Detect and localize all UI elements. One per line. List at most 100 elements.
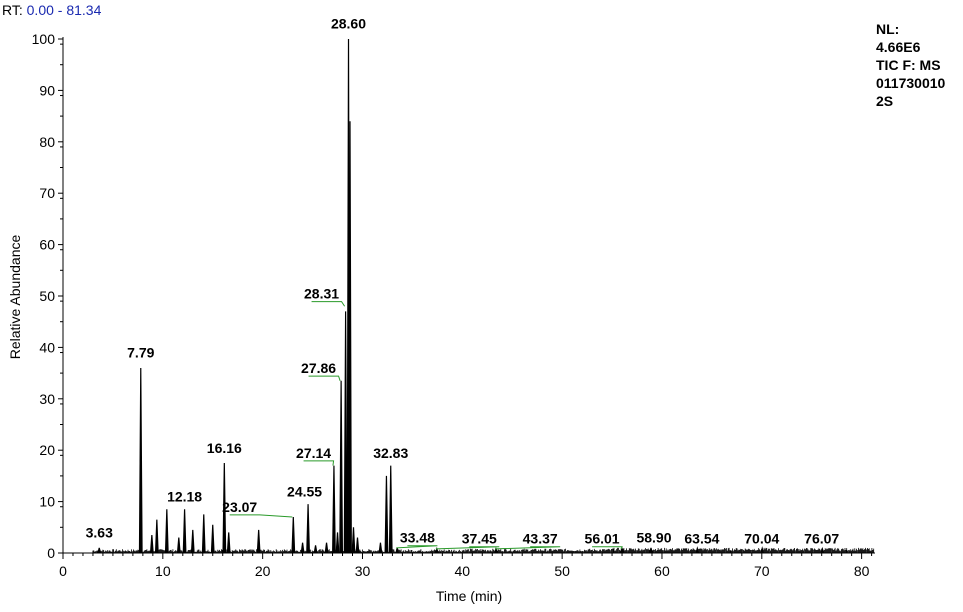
peak-label: 28.31	[304, 286, 339, 302]
peak	[355, 537, 360, 554]
x-tick-label: 50	[554, 563, 570, 579]
peak	[306, 504, 310, 554]
x-tick-label: 70	[754, 563, 770, 579]
peak	[190, 529, 195, 554]
peak-label: 3.63	[86, 525, 113, 541]
label-connector	[592, 546, 623, 550]
peak-label: 58.90	[636, 530, 671, 546]
chart-axes: 0 10 20 30 40 50 60 70 80 90 100 0 10 20 30 40 50 60 70 80	[32, 31, 875, 579]
peak	[695, 546, 700, 554]
peak-label: 76.07	[804, 531, 839, 547]
peak	[324, 542, 329, 554]
peak-label: 23.07	[222, 499, 257, 515]
y-tick-label: 90	[39, 82, 55, 98]
peak	[210, 524, 215, 554]
peak	[226, 532, 231, 554]
rt-range-readout: RT: 0.00 - 81.34	[2, 2, 101, 18]
peak	[176, 537, 181, 554]
label-connector	[396, 545, 438, 549]
peak-label: 43.37	[523, 531, 558, 547]
rt-label: RT:	[2, 2, 23, 18]
noise-trace	[92, 547, 875, 553]
label-connector	[229, 514, 293, 518]
y-tick-label: 100	[32, 31, 56, 47]
y-tick-label: 80	[39, 134, 55, 150]
peak-label: 27.86	[301, 360, 336, 376]
label-connector	[435, 546, 500, 550]
peak	[222, 463, 227, 554]
y-tick-label: 10	[39, 494, 55, 510]
scan-filter: TIC F: MS	[876, 57, 941, 73]
file-name-line1: 011730010	[876, 75, 946, 91]
peak	[388, 465, 393, 554]
peak	[300, 542, 305, 554]
peak	[760, 546, 765, 554]
rt-range-value: 0.00 - 81.34	[26, 2, 102, 18]
label-connectors	[229, 301, 623, 550]
y-tick-label: 30	[39, 391, 55, 407]
peak	[378, 542, 383, 554]
x-tick-label: 40	[455, 563, 471, 579]
y-tick-label: 50	[39, 288, 55, 304]
peak-label: 28.60	[331, 16, 366, 32]
peak-label: 7.79	[127, 345, 154, 361]
y-tick-label: 20	[39, 442, 55, 458]
peak	[201, 514, 206, 554]
y-tick-label: 70	[39, 185, 55, 201]
peak	[335, 532, 340, 554]
nl-label: NL:	[876, 21, 900, 37]
normalization-info: NL: 4.66E6 TIC F: MS 011730010 2S	[876, 20, 945, 110]
peak-label: 70.04	[744, 531, 779, 547]
peak	[291, 516, 296, 554]
peak-label: 56.01	[585, 531, 620, 547]
peak-label: 32.83	[373, 445, 408, 461]
peak	[332, 465, 336, 554]
peak	[395, 547, 400, 554]
peak-label: 24.55	[287, 483, 322, 499]
y-tick-label: 60	[39, 237, 55, 253]
y-axis-label: Relative Abundance	[7, 235, 23, 360]
peak	[97, 547, 102, 554]
peak	[149, 534, 154, 554]
peak	[343, 311, 348, 554]
peak	[649, 547, 653, 554]
peak	[313, 545, 318, 554]
x-tick-label: 20	[255, 563, 271, 579]
baseline-noise	[92, 547, 875, 553]
x-tick-label: 0	[59, 563, 67, 579]
peak-label: 27.14	[296, 445, 331, 461]
y-tick-label: 0	[47, 545, 55, 561]
nl-value: 4.66E6	[876, 39, 921, 55]
peak	[434, 546, 439, 554]
x-tick-label: 10	[155, 563, 171, 579]
peak-labels: 3.63 7.79 12.18 16.16 23.07 24.55 27.14 27.86 28…	[86, 16, 840, 547]
label-connector	[303, 460, 335, 466]
peak	[182, 509, 187, 554]
file-name-line2: 2S	[876, 93, 894, 109]
peak	[138, 367, 143, 554]
peak	[351, 527, 356, 554]
peak	[154, 519, 159, 554]
label-connector	[311, 301, 346, 307]
x-tick-label: 80	[854, 563, 870, 579]
peak	[384, 475, 389, 554]
x-axis-label: Time (min)	[436, 588, 502, 604]
peak	[164, 509, 169, 554]
peak-label: 12.18	[167, 489, 202, 505]
peak-label: 33.48	[400, 530, 435, 546]
x-tick-label: 30	[355, 563, 371, 579]
peak-label: 16.16	[207, 440, 242, 456]
label-connector	[308, 375, 341, 381]
peak-series	[97, 38, 825, 554]
peak-label: 63.54	[684, 531, 719, 547]
x-tick-label: 60	[654, 563, 670, 579]
y-tick-label: 40	[39, 339, 55, 355]
peak	[494, 546, 498, 554]
label-connector	[494, 546, 561, 550]
peak	[256, 529, 261, 554]
peak	[339, 380, 344, 554]
peak	[348, 121, 352, 554]
peak	[820, 546, 825, 554]
peak	[620, 546, 625, 554]
